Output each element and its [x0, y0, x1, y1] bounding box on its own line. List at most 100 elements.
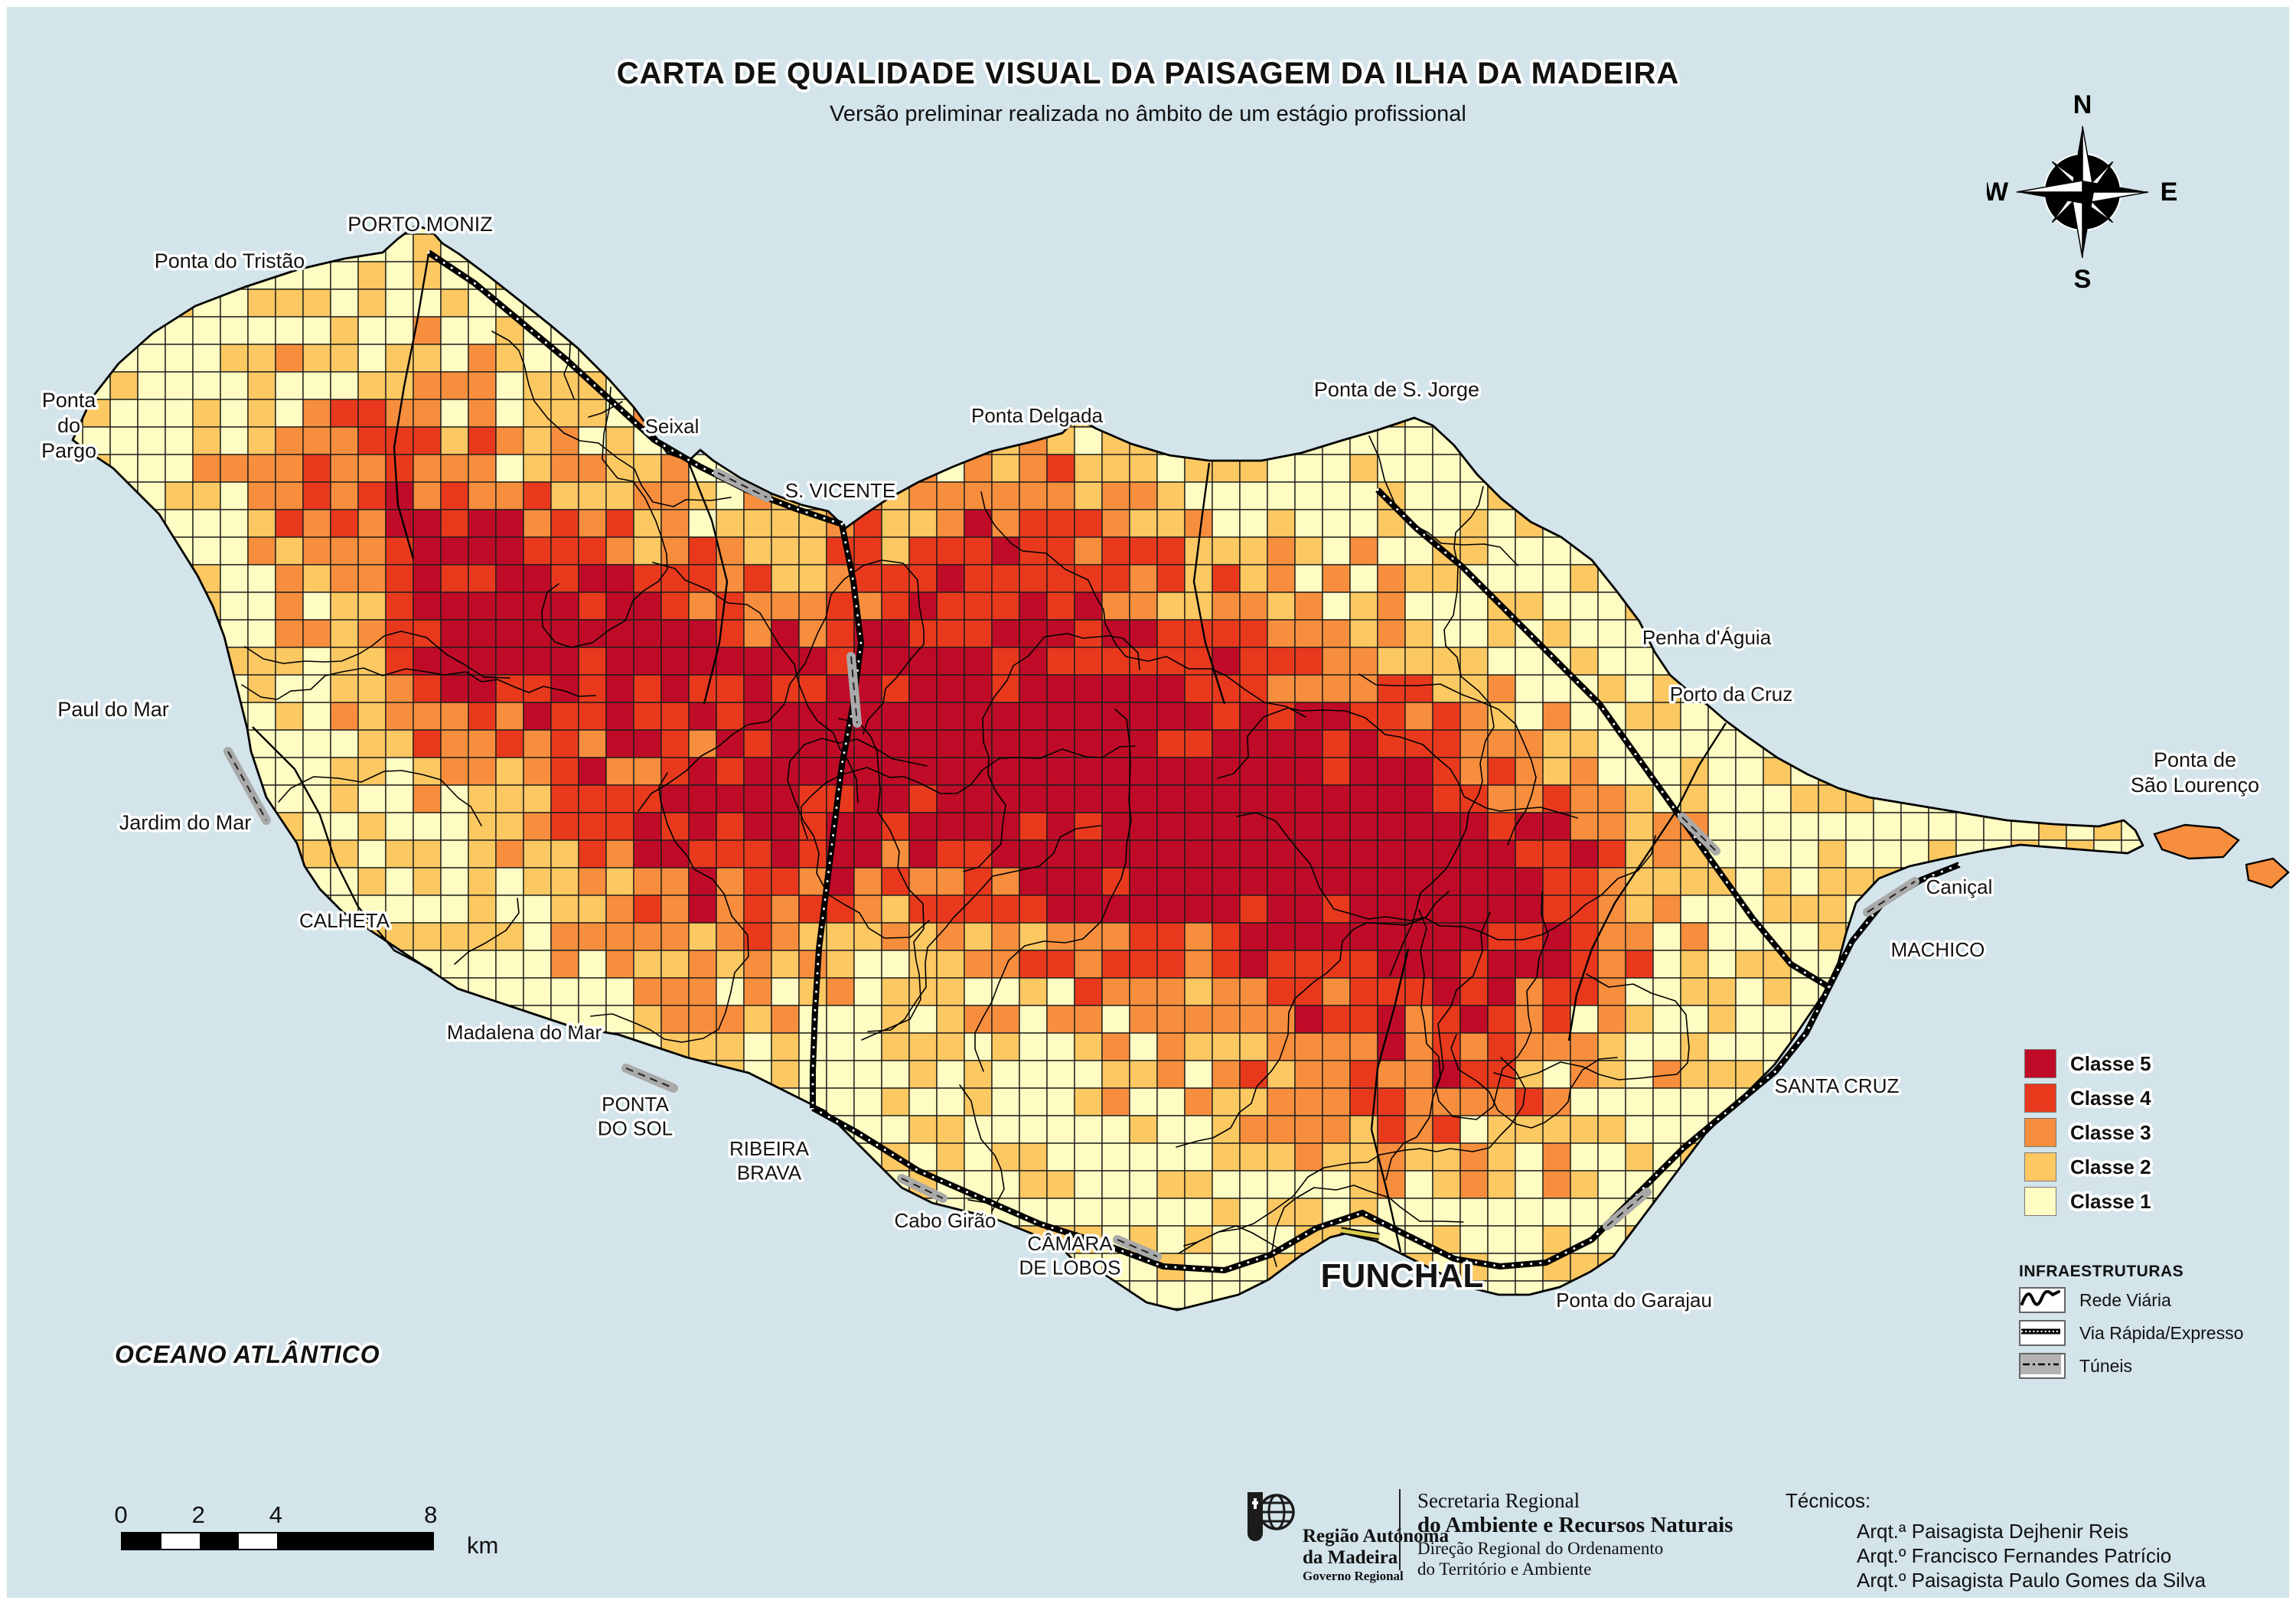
- grid-cell: [1487, 1005, 1516, 1034]
- grid-cell: [165, 371, 194, 400]
- grid-cell: [1515, 867, 1544, 896]
- grid-cell: [1404, 784, 1433, 813]
- contour-line: [1271, 1185, 1464, 1267]
- tunnel-centerline: [1867, 881, 1916, 913]
- scale-tick-label: 0: [114, 1501, 128, 1528]
- grid-cell: [964, 592, 993, 621]
- grid-cell: [1542, 812, 1571, 841]
- grid-cell: [468, 702, 497, 731]
- place-label-seixal: Seixal: [645, 415, 700, 438]
- grid-cell: [1349, 647, 1378, 676]
- grid-cell: [1349, 619, 1378, 648]
- grid-cell: [743, 977, 772, 1006]
- grid-cell: [440, 647, 469, 676]
- grid-cell: [1818, 812, 1847, 841]
- contour-line: [838, 718, 925, 1041]
- grid-cell: [908, 729, 938, 758]
- grid-cell: [1046, 509, 1075, 538]
- grid-cell: [1322, 1032, 1351, 1061]
- grid-cell: [302, 371, 331, 400]
- grid-cell: [192, 316, 221, 345]
- grid-cell: [302, 674, 331, 703]
- grid-cell: [1019, 895, 1048, 924]
- grid-cell: [1129, 757, 1158, 786]
- grid-cell: [1212, 784, 1241, 813]
- grid-cell: [247, 702, 276, 731]
- grid-cell: [1652, 702, 1681, 731]
- grid-cell: [1267, 1170, 1296, 1199]
- grid-cell: [660, 509, 690, 538]
- tecnicos-block: Técnicos: Arqt.ª Paisagista Dejhenir Rei…: [1786, 1489, 2206, 1593]
- grid-cell: [302, 564, 331, 593]
- grid-cell: [1680, 977, 1709, 1006]
- grid-cell: [523, 536, 552, 565]
- place-label-camara-de-lobos: CÂMARA DE LOBOS: [1019, 1232, 1121, 1279]
- grid-cell: [1322, 895, 1351, 924]
- grid-cell: [1377, 950, 1406, 979]
- grid-cell: [1735, 867, 1764, 896]
- grid-cell: [1129, 564, 1158, 593]
- grid-cell: [523, 922, 552, 951]
- grid-cell: [1625, 950, 1654, 979]
- grid-cell: [137, 371, 166, 400]
- grid-cell: [413, 895, 442, 924]
- grid-cell: [1074, 729, 1103, 758]
- contour-line: [867, 825, 1101, 1032]
- grid-cell: [1790, 895, 1819, 924]
- grid-cell: [495, 344, 524, 373]
- grid-cell: [1597, 674, 1626, 703]
- grid-cell: [1019, 757, 1048, 786]
- grid-cell: [936, 729, 965, 758]
- grid-cell: [1487, 839, 1516, 869]
- grid-cell: [330, 316, 359, 345]
- grid-cell: [1597, 1060, 1626, 1089]
- grid-cell: [853, 1060, 882, 1089]
- grid-cell: [1294, 895, 1323, 924]
- grid-cell: [1349, 1060, 1378, 1089]
- grid-cell: [1487, 1225, 1516, 1254]
- grid-cell: [1542, 1142, 1571, 1172]
- grid-cell: [578, 812, 607, 841]
- grid-cell: [1019, 1005, 1048, 1034]
- grid-cell: [468, 922, 497, 951]
- grid-cell: [1046, 867, 1075, 896]
- grid-cell: [798, 564, 827, 593]
- grid-cell: [1570, 1032, 1599, 1061]
- grid-cell: [688, 564, 717, 593]
- grid-cell: [1377, 812, 1406, 841]
- grid-cell: [633, 757, 662, 786]
- grid-cell: [413, 867, 442, 896]
- grid-cell: [908, 1005, 938, 1034]
- grid-cell: [688, 1005, 717, 1034]
- grid-cell: [468, 674, 497, 703]
- grid-cell: [523, 647, 552, 676]
- grid-cell: [357, 895, 386, 924]
- grid-cell: [1046, 757, 1075, 786]
- scale-strip: [121, 1532, 434, 1550]
- grid-cell: [220, 536, 249, 565]
- grid-cell: [660, 1005, 690, 1034]
- grid-cell: [1404, 1032, 1433, 1061]
- grid-cell: [1735, 812, 1764, 841]
- grid-cell: [1432, 454, 1461, 483]
- grid-cell: [908, 536, 938, 565]
- grid-cell: [468, 509, 497, 538]
- grid-cell: [771, 867, 800, 896]
- grid-cell: [1487, 647, 1516, 676]
- grid-cell: [1046, 674, 1075, 703]
- grid-cell: [1101, 592, 1130, 621]
- grid-cell: [1046, 812, 1075, 841]
- grid-cell: [964, 895, 993, 924]
- grid-cell: [385, 564, 414, 593]
- class-legend: Classe 5 Classe 4 Classe 3 Classe 2 Classe 1: [2024, 1049, 2151, 1222]
- compass-label-s: S: [2074, 265, 2092, 294]
- grid-cell: [1101, 647, 1130, 676]
- grid-cell: [1046, 454, 1075, 483]
- grid-cell: [1046, 1060, 1075, 1089]
- grid-cell: [1349, 454, 1378, 483]
- grid-cell: [1156, 812, 1186, 841]
- grid-cell: [523, 564, 552, 593]
- grid-cell: [936, 564, 965, 593]
- grid-cell: [688, 812, 717, 841]
- grid-cell: [1019, 1170, 1048, 1199]
